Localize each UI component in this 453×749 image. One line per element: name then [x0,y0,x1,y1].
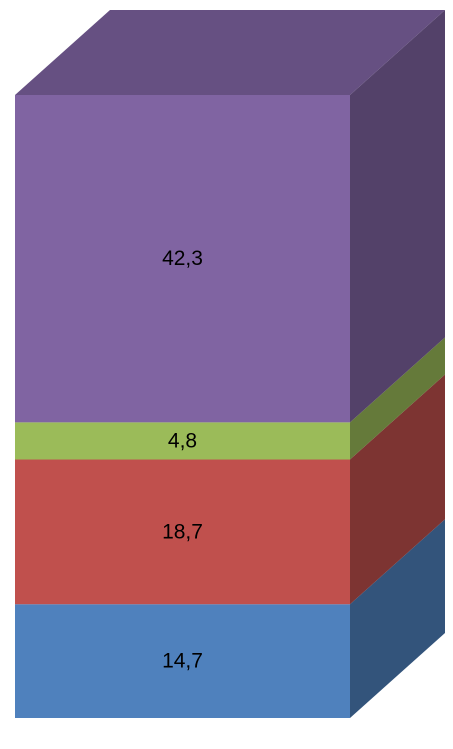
bar-side [350,337,445,460]
bar-top [15,10,445,95]
bar-segment [15,95,350,423]
bar-segment [15,459,350,605]
data-label: 14,7 [162,650,203,673]
bar-segment [15,604,350,718]
bar-segment [15,422,350,460]
data-label: 18,7 [162,520,203,543]
bar-side [350,519,445,718]
bar-side [350,374,445,605]
data-label: 42,3 [162,247,203,270]
data-label: 4,8 [168,429,197,452]
bar-side [350,10,445,423]
